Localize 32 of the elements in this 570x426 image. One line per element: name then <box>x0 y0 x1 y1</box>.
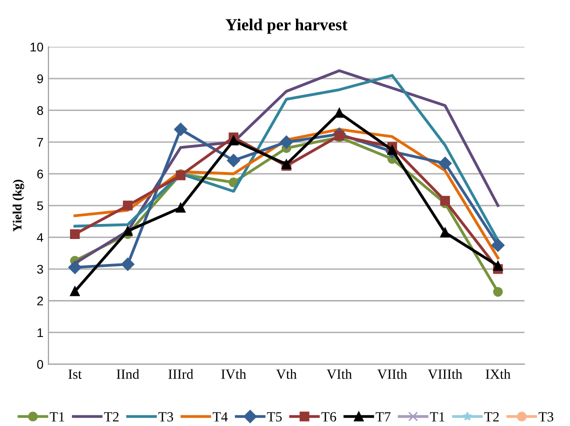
y-tick-label: 8 <box>37 106 44 115</box>
legend-label: T2 <box>484 412 499 422</box>
y-tick-label: 0 <box>37 360 44 369</box>
x-tick-label: IXth <box>486 369 511 379</box>
x-tick-label: Vth <box>276 369 297 379</box>
legend-label: T3 <box>158 412 174 422</box>
legend-label: T5 <box>267 412 282 422</box>
legend-label: T6 <box>321 412 336 422</box>
legend-label: T4 <box>212 412 228 422</box>
y-tick-label: 9 <box>37 74 43 84</box>
y-tick-label: 6 <box>37 170 44 178</box>
x-tick-label: IInd <box>116 369 140 379</box>
x-tick-label: VIth <box>326 369 352 379</box>
y-tick-label: 4 <box>36 233 44 242</box>
legend-label: T1 <box>50 412 64 422</box>
y-axis-title: Yield (kg) <box>12 180 24 232</box>
legend-label: T7 <box>376 412 390 422</box>
y-tick-label: 10 <box>30 42 44 52</box>
chart-title: Yield per harvest <box>226 18 348 34</box>
y-tick-label: 2 <box>37 296 43 306</box>
x-tick-label: IVth <box>221 369 246 379</box>
x-tick-label: Ist <box>68 370 82 379</box>
y-tick-label: 3 <box>37 264 44 274</box>
legend-label: T2 <box>104 412 119 422</box>
y-tick-label: 5 <box>37 201 44 210</box>
x-tick-label: IIIrd <box>168 369 194 379</box>
y-tick-label: 7 <box>37 138 43 147</box>
y-tick-label: 1 <box>38 328 43 338</box>
x-tick-label: VIIth <box>377 369 408 379</box>
legend-label: T1 <box>430 412 444 422</box>
x-tick-label: VIIIth <box>428 369 462 379</box>
legend-label: T3 <box>538 412 554 422</box>
